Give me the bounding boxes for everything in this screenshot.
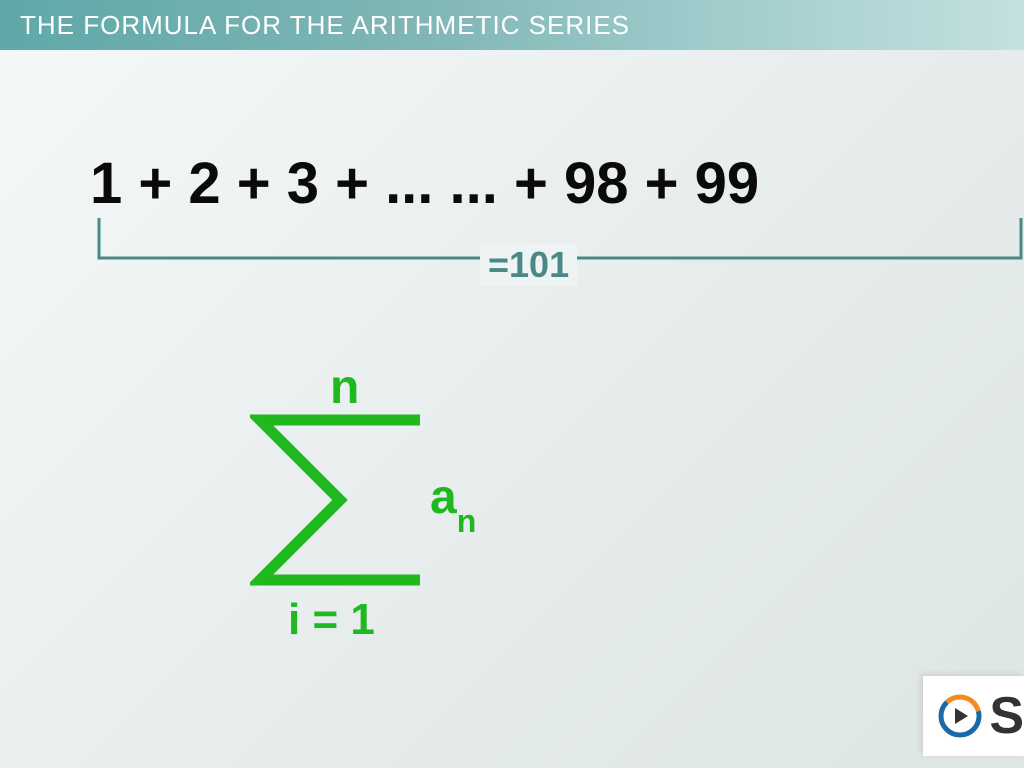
bracket-label: =101 [480, 244, 577, 286]
sigma-lower-limit: i = 1 [288, 595, 375, 645]
sigma-term-subscript: n [457, 503, 477, 539]
sigma-term-base: a [430, 471, 457, 524]
title-bar: THE FORMULA FOR THE ARITHMETIC SERIES [0, 0, 1024, 50]
watermark-logo: S [923, 676, 1024, 756]
sigma-notation: n an i = 1 [240, 360, 500, 660]
sigma-symbol [250, 410, 430, 590]
sigma-upper-limit: n [330, 360, 359, 415]
play-ring-icon [937, 693, 983, 739]
logo-letter: S [989, 686, 1024, 746]
sigma-term: an [430, 470, 476, 532]
page-title: THE FORMULA FOR THE ARITHMETIC SERIES [20, 10, 630, 41]
series-expression: 1 + 2 + 3 + ... ... + 98 + 99 [90, 150, 1024, 217]
